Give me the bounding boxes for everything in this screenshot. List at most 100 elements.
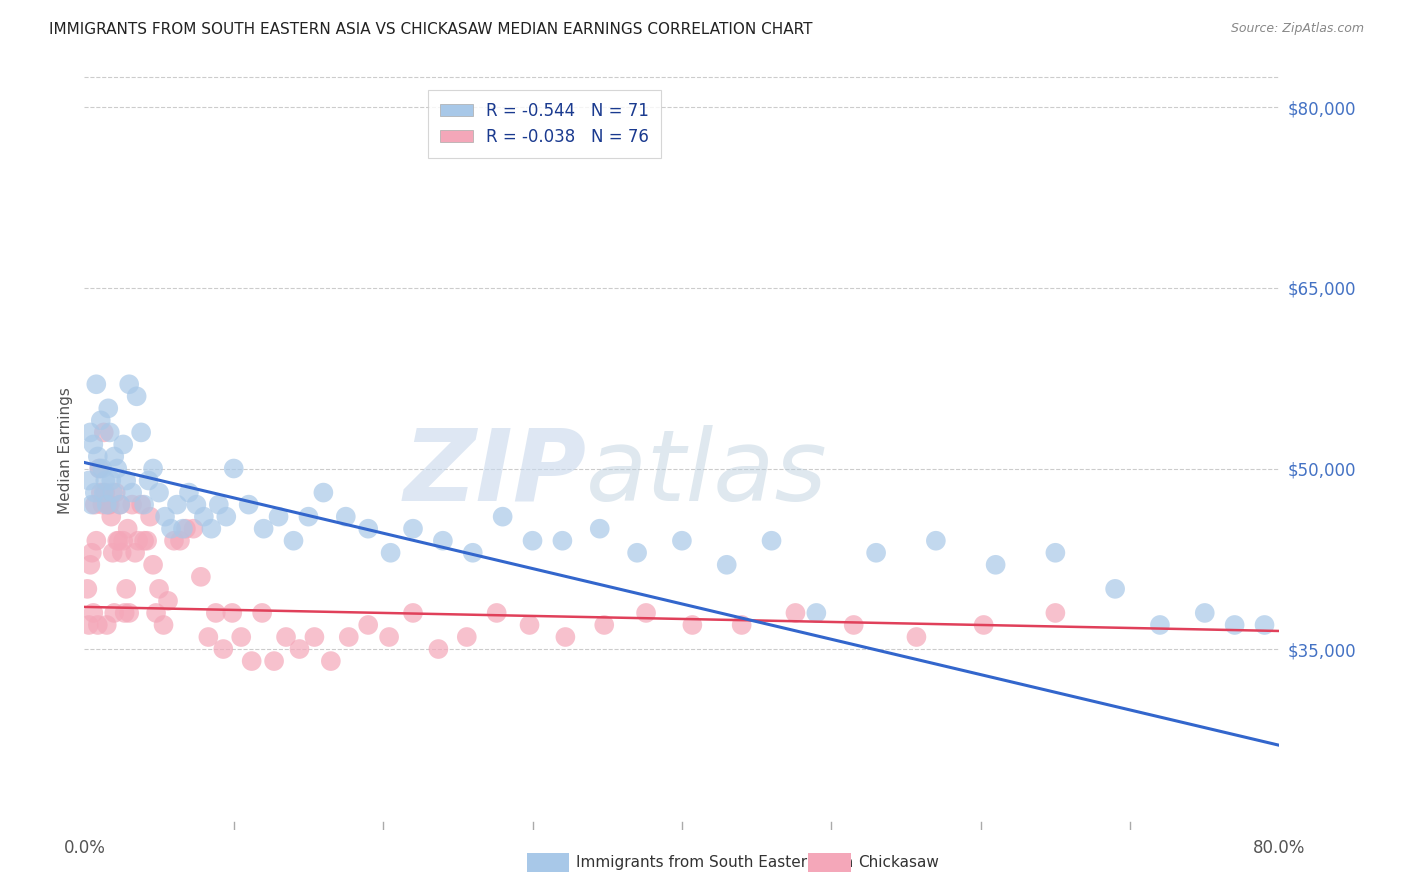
Point (115, 582, 138, 596)
Point (193, 509, 215, 524)
Point (89, 461, 111, 475)
Text: Immigrants from South Eastern Asia: Immigrants from South Eastern Asia (576, 855, 853, 870)
Point (166, 498, 188, 512)
Point (86, 377, 108, 392)
Point (76, 582, 98, 596)
Point (96, 498, 118, 512)
Point (87, 450, 110, 464)
Point (177, 485, 200, 500)
Point (731, 618, 754, 632)
Point (118, 377, 141, 392)
Point (89, 461, 111, 475)
Point (138, 474, 160, 488)
Point (1149, 618, 1171, 632)
Point (105, 533, 128, 548)
Point (83, 485, 105, 500)
Point (554, 630, 576, 644)
Point (142, 461, 165, 475)
Point (456, 630, 478, 644)
Point (761, 533, 783, 548)
Point (200, 522, 222, 536)
Text: ZIP: ZIP (404, 425, 586, 522)
Point (152, 618, 174, 632)
Point (337, 630, 360, 644)
Point (79, 558, 101, 572)
Point (197, 630, 219, 644)
Point (169, 533, 191, 548)
Text: atlas: atlas (586, 425, 828, 522)
Point (190, 570, 212, 584)
Point (90, 413, 112, 427)
Point (97, 498, 120, 512)
Point (86, 533, 108, 548)
Point (91, 461, 114, 475)
Point (842, 618, 865, 632)
Point (160, 522, 183, 536)
Point (865, 546, 887, 560)
Point (153, 509, 176, 524)
Point (112, 437, 135, 451)
Point (103, 450, 125, 464)
Point (357, 618, 380, 632)
Point (212, 642, 235, 657)
Point (267, 509, 290, 524)
Y-axis label: Median Earnings: Median Earnings (58, 387, 73, 514)
Point (671, 533, 693, 548)
Point (551, 533, 574, 548)
Point (139, 509, 162, 524)
Point (297, 509, 319, 524)
Point (221, 606, 243, 620)
Point (93, 425, 115, 440)
Point (593, 618, 616, 632)
Point (148, 485, 170, 500)
Point (492, 509, 515, 524)
Text: IMMIGRANTS FROM SOUTH EASTERN ASIA VS CHICKASAW MEDIAN EARNINGS CORRELATION CHAR: IMMIGRANTS FROM SOUTH EASTERN ASIA VS CH… (49, 22, 813, 37)
Point (263, 654, 285, 668)
Point (925, 533, 948, 548)
Point (157, 594, 180, 608)
Point (785, 606, 807, 620)
Point (127, 533, 149, 548)
Text: Chickasaw: Chickasaw (858, 855, 939, 870)
Point (132, 498, 156, 512)
Text: Source: ZipAtlas.com: Source: ZipAtlas.com (1230, 22, 1364, 36)
Point (1253, 618, 1275, 632)
Point (283, 533, 305, 548)
Point (117, 522, 139, 536)
Point (716, 558, 738, 572)
Point (142, 558, 165, 572)
Point (163, 533, 186, 548)
Point (96, 618, 118, 632)
Point (402, 606, 425, 620)
Point (250, 606, 273, 620)
Point (98, 498, 121, 512)
Point (107, 533, 129, 548)
Point (1045, 546, 1067, 560)
Point (79, 425, 101, 440)
Point (806, 606, 828, 620)
Point (136, 533, 159, 548)
Point (174, 522, 197, 536)
Point (97, 401, 120, 416)
Point (238, 498, 260, 512)
Point (215, 509, 238, 524)
Point (110, 498, 132, 512)
Point (83, 498, 105, 512)
Point (94, 485, 117, 500)
Point (124, 546, 146, 560)
Point (82, 437, 104, 451)
Point (427, 642, 450, 657)
Point (129, 498, 152, 512)
Point (183, 522, 205, 536)
Point (208, 498, 231, 512)
Point (172, 522, 194, 536)
Point (288, 642, 311, 657)
Point (114, 606, 136, 620)
Point (432, 533, 454, 548)
Point (115, 474, 138, 488)
Point (222, 461, 245, 475)
Point (335, 509, 357, 524)
Point (145, 606, 167, 620)
Point (186, 498, 208, 512)
Point (378, 630, 401, 644)
